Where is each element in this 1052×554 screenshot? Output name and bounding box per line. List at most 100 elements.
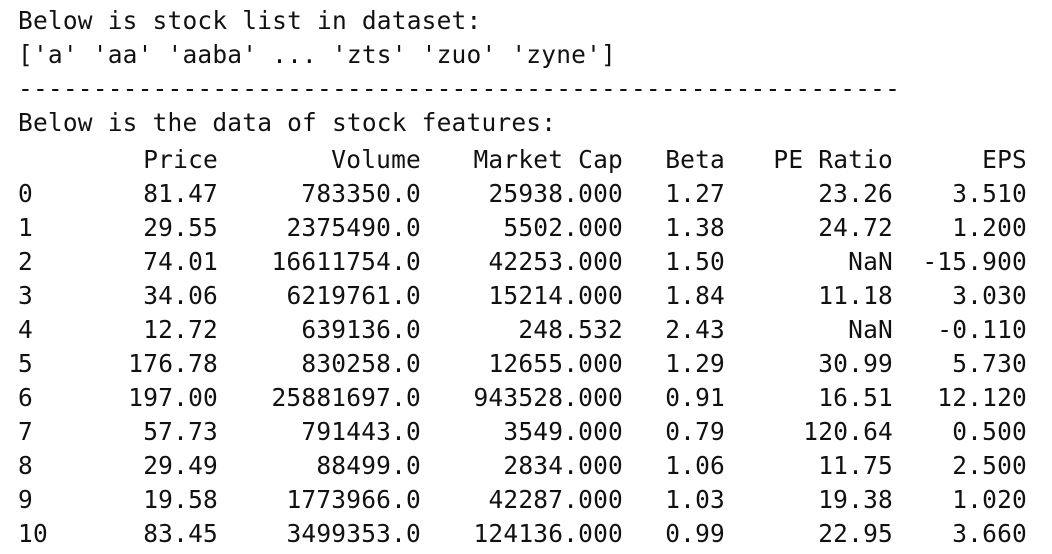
row-index: 4 [18, 315, 33, 344]
table-row: 8 29.49 88499.0 2834.000 1.06 11.75 2.500 [18, 449, 1027, 483]
market-cap-cell: 248.532 [518, 315, 623, 344]
stock-list: ['a' 'aa' 'aaba' ... 'zts' 'zuo' 'zyne'] [18, 40, 617, 69]
column-header-eps: EPS [982, 145, 1027, 174]
market-cap-cell: 15214.000 [488, 281, 623, 310]
pe-ratio-cell: NaN [848, 247, 893, 276]
stock-list-heading: Below is stock list in dataset: [18, 6, 482, 35]
table-row: 10 83.45 3499353.0 124136.000 0.99 22.95 3.660 [18, 517, 1027, 551]
eps-cell: 3.030 [952, 281, 1027, 310]
pe-ratio-cell: 22.95 [818, 519, 893, 548]
column-header-volume: Volume [331, 145, 421, 174]
row-index: 5 [18, 349, 33, 378]
volume-cell: 25881697.0 [271, 383, 421, 412]
table-row: 2 74.01 16611754.0 42253.000 1.50 NaN -15.900 [18, 245, 1027, 279]
beta-cell: 1.50 [665, 247, 725, 276]
pe-ratio-cell: 30.99 [818, 349, 893, 378]
pe-ratio-cell: 24.72 [818, 213, 893, 242]
console-output: Below is stock list in dataset: ['a' 'aa… [18, 4, 1048, 140]
pe-ratio-cell: 11.75 [818, 451, 893, 480]
market-cap-cell: 25938.000 [488, 179, 623, 208]
table-row: 4 12.72 639136.0 248.532 2.43 NaN -0.110 [18, 313, 1027, 347]
row-index: 2 [18, 247, 33, 276]
volume-cell: 88499.0 [316, 451, 421, 480]
row-index: 8 [18, 451, 33, 480]
price-cell: 81.47 [143, 179, 218, 208]
volume-cell: 3499353.0 [286, 519, 421, 548]
table-row: 3 34.06 6219761.0 15214.000 1.84 11.18 3.030 [18, 279, 1027, 313]
eps-cell: 3.660 [952, 519, 1027, 548]
beta-cell: 1.06 [665, 451, 725, 480]
eps-cell: 2.500 [952, 451, 1027, 480]
price-cell: 57.73 [143, 417, 218, 446]
table-header-row: Price Volume Market Cap Beta PE Ratio EP… [18, 143, 1027, 177]
beta-cell: 1.27 [665, 179, 725, 208]
beta-cell: 1.03 [665, 485, 725, 514]
price-cell: 34.06 [143, 281, 218, 310]
pe-ratio-cell: 19.38 [818, 485, 893, 514]
volume-cell: 16611754.0 [271, 247, 421, 276]
beta-cell: 0.91 [665, 383, 725, 412]
beta-cell: 1.84 [665, 281, 725, 310]
market-cap-cell: 42287.000 [488, 485, 623, 514]
market-cap-cell: 124136.000 [473, 519, 623, 548]
beta-cell: 0.99 [665, 519, 725, 548]
table-row: 9 19.58 1773966.0 42287.000 1.03 19.38 1.020 [18, 483, 1027, 517]
pe-ratio-cell: NaN [848, 315, 893, 344]
price-cell: 29.49 [143, 451, 218, 480]
price-cell: 19.58 [143, 485, 218, 514]
eps-cell: 1.200 [952, 213, 1027, 242]
table-row: 7 57.73 791443.0 3549.000 0.79 120.64 0.500 [18, 415, 1027, 449]
market-cap-cell: 42253.000 [488, 247, 623, 276]
eps-cell: 1.020 [952, 485, 1027, 514]
row-index: 0 [18, 179, 33, 208]
separator-line: ----------------------------------------… [18, 74, 901, 103]
eps-cell: 12.120 [937, 383, 1027, 412]
volume-cell: 830258.0 [301, 349, 421, 378]
column-header-market-cap: Market Cap [473, 145, 623, 174]
row-index: 3 [18, 281, 33, 310]
market-cap-cell: 943528.000 [473, 383, 623, 412]
table-row: 5 176.78 830258.0 12655.000 1.29 30.99 5.730 [18, 347, 1027, 381]
table-row: 1 29.55 2375490.0 5502.000 1.38 24.72 1.200 [18, 211, 1027, 245]
price-cell: 12.72 [143, 315, 218, 344]
row-index: 10 [18, 519, 48, 548]
market-cap-cell: 5502.000 [503, 213, 623, 242]
eps-cell: 3.510 [952, 179, 1027, 208]
volume-cell: 2375490.0 [286, 213, 421, 242]
table-row: 0 81.47 783350.0 25938.000 1.27 23.26 3.510 [18, 177, 1027, 211]
row-index: 7 [18, 417, 33, 446]
beta-cell: 0.79 [665, 417, 725, 446]
price-cell: 83.45 [143, 519, 218, 548]
beta-cell: 2.43 [665, 315, 725, 344]
volume-cell: 791443.0 [301, 417, 421, 446]
market-cap-cell: 3549.000 [503, 417, 623, 446]
column-header-price: Price [143, 145, 218, 174]
row-index: 9 [18, 485, 33, 514]
eps-cell: 0.500 [952, 417, 1027, 446]
price-cell: 197.00 [128, 383, 218, 412]
volume-cell: 639136.0 [301, 315, 421, 344]
price-cell: 74.01 [143, 247, 218, 276]
column-header-pe-ratio: PE Ratio [773, 145, 893, 174]
table-row: 6 197.00 25881697.0 943528.000 0.91 16.51 12.1… [18, 381, 1027, 415]
volume-cell: 6219761.0 [286, 281, 421, 310]
stock-features-table: Price Volume Market Cap Beta PE Ratio EP… [18, 143, 1027, 551]
volume-cell: 783350.0 [301, 179, 421, 208]
column-header-index [18, 143, 88, 177]
pe-ratio-cell: 120.64 [803, 417, 893, 446]
pe-ratio-cell: 16.51 [818, 383, 893, 412]
eps-cell: 5.730 [952, 349, 1027, 378]
column-header-beta: Beta [665, 145, 725, 174]
features-heading: Below is the data of stock features: [18, 108, 557, 137]
eps-cell: -15.900 [922, 247, 1027, 276]
market-cap-cell: 12655.000 [488, 349, 623, 378]
pe-ratio-cell: 23.26 [818, 179, 893, 208]
market-cap-cell: 2834.000 [503, 451, 623, 480]
row-index: 6 [18, 383, 33, 412]
volume-cell: 1773966.0 [286, 485, 421, 514]
pe-ratio-cell: 11.18 [818, 281, 893, 310]
price-cell: 29.55 [143, 213, 218, 242]
beta-cell: 1.29 [665, 349, 725, 378]
price-cell: 176.78 [128, 349, 218, 378]
beta-cell: 1.38 [665, 213, 725, 242]
